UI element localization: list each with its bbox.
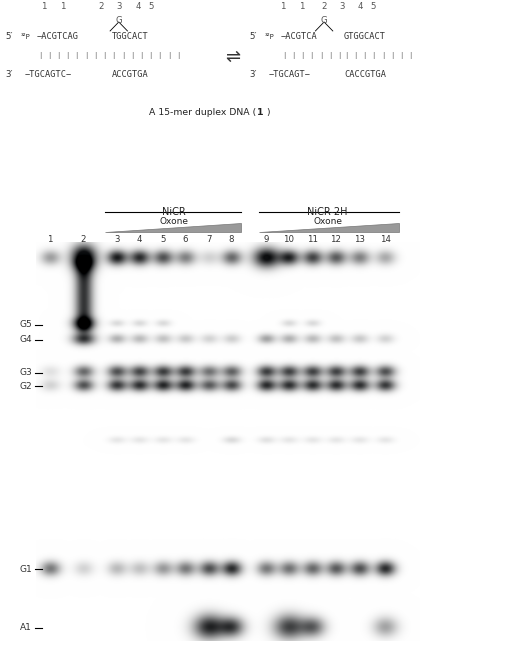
Text: |: | bbox=[159, 52, 161, 60]
Text: |: | bbox=[338, 52, 340, 60]
Text: A1: A1 bbox=[20, 623, 32, 632]
Text: Oxone: Oxone bbox=[313, 217, 342, 225]
Text: |: | bbox=[94, 52, 96, 60]
Text: CACCGTGA: CACCGTGA bbox=[344, 71, 386, 79]
Text: 1: 1 bbox=[41, 2, 46, 11]
Text: 5′: 5′ bbox=[5, 33, 13, 41]
Text: |: | bbox=[283, 52, 285, 60]
Text: |: | bbox=[131, 52, 133, 60]
Text: 13: 13 bbox=[354, 235, 365, 244]
Text: |: | bbox=[150, 52, 152, 60]
Text: 8: 8 bbox=[229, 235, 234, 244]
Text: 3: 3 bbox=[339, 2, 345, 11]
Text: |: | bbox=[292, 52, 294, 60]
Text: |: | bbox=[122, 52, 124, 60]
Text: 4: 4 bbox=[137, 235, 142, 244]
Text: 1: 1 bbox=[60, 2, 65, 11]
Text: ACCGTGA: ACCGTGA bbox=[112, 71, 148, 79]
Text: NiCR-2H: NiCR-2H bbox=[307, 206, 348, 217]
Text: |: | bbox=[302, 52, 304, 60]
Text: G1: G1 bbox=[19, 565, 32, 574]
Text: −TGCAGT−: −TGCAGT− bbox=[269, 71, 311, 79]
Text: |: | bbox=[320, 52, 322, 60]
Text: |: | bbox=[57, 52, 59, 60]
Text: |: | bbox=[67, 52, 69, 60]
Text: |: | bbox=[177, 52, 179, 60]
Text: ): ) bbox=[267, 108, 270, 117]
Text: 1: 1 bbox=[48, 235, 53, 244]
Text: 6: 6 bbox=[183, 235, 188, 244]
Text: |: | bbox=[311, 52, 313, 60]
Text: 4: 4 bbox=[136, 2, 141, 11]
Text: 11: 11 bbox=[307, 235, 318, 244]
Text: 1: 1 bbox=[300, 2, 305, 11]
Text: 9: 9 bbox=[264, 235, 269, 244]
Polygon shape bbox=[105, 223, 241, 232]
Text: GTGGCACT: GTGGCACT bbox=[344, 33, 386, 41]
Text: 2: 2 bbox=[98, 2, 103, 11]
Text: 5′: 5′ bbox=[249, 33, 257, 41]
Text: G: G bbox=[115, 16, 122, 25]
Text: 2: 2 bbox=[322, 2, 327, 11]
Text: |: | bbox=[329, 52, 331, 60]
Text: 14: 14 bbox=[379, 235, 391, 244]
Text: 3′: 3′ bbox=[5, 71, 13, 79]
Text: 4: 4 bbox=[357, 2, 362, 11]
Text: ³²P: ³²P bbox=[265, 34, 274, 40]
Text: G5: G5 bbox=[19, 320, 32, 329]
Text: 1: 1 bbox=[257, 108, 264, 117]
Text: G2: G2 bbox=[19, 382, 32, 391]
Text: |: | bbox=[113, 52, 115, 60]
Text: |: | bbox=[410, 52, 412, 60]
Text: G3: G3 bbox=[19, 368, 32, 377]
Text: 2: 2 bbox=[81, 235, 86, 244]
Text: 7: 7 bbox=[206, 235, 211, 244]
Polygon shape bbox=[259, 223, 399, 232]
Text: Oxone: Oxone bbox=[160, 217, 188, 225]
Text: |: | bbox=[382, 52, 384, 60]
Text: G: G bbox=[321, 16, 328, 25]
Text: |: | bbox=[391, 52, 393, 60]
Text: |: | bbox=[39, 52, 41, 60]
Text: 3′: 3′ bbox=[249, 71, 257, 79]
Text: −ACGTCAG: −ACGTCAG bbox=[37, 33, 79, 41]
Text: 12: 12 bbox=[330, 235, 342, 244]
Text: 10: 10 bbox=[283, 235, 294, 244]
Text: 5: 5 bbox=[148, 2, 154, 11]
Text: |: | bbox=[364, 52, 366, 60]
Text: |: | bbox=[168, 52, 170, 60]
Text: 1: 1 bbox=[281, 2, 286, 11]
Text: TGGCACT: TGGCACT bbox=[112, 33, 148, 41]
Text: NiCR: NiCR bbox=[162, 206, 186, 217]
Text: |: | bbox=[373, 52, 375, 60]
Text: ⇌: ⇌ bbox=[225, 48, 241, 66]
Text: |: | bbox=[48, 52, 50, 60]
Text: |: | bbox=[345, 52, 347, 60]
Text: G4: G4 bbox=[19, 335, 32, 345]
Text: |: | bbox=[103, 52, 105, 60]
Text: |: | bbox=[85, 52, 87, 60]
Text: |: | bbox=[140, 52, 142, 60]
Text: 3: 3 bbox=[116, 2, 121, 11]
Text: |: | bbox=[354, 52, 356, 60]
Text: 3: 3 bbox=[114, 235, 119, 244]
Text: |: | bbox=[400, 52, 402, 60]
Text: 5: 5 bbox=[370, 2, 375, 11]
Text: A 15-mer duplex DNA (: A 15-mer duplex DNA ( bbox=[149, 108, 256, 117]
Text: −ACGTCA: −ACGTCA bbox=[281, 33, 318, 41]
Text: |: | bbox=[76, 52, 78, 60]
Text: 5: 5 bbox=[160, 235, 165, 244]
Text: −TGCAGTC−: −TGCAGTC− bbox=[25, 71, 72, 79]
Text: ³²P: ³²P bbox=[20, 34, 30, 40]
